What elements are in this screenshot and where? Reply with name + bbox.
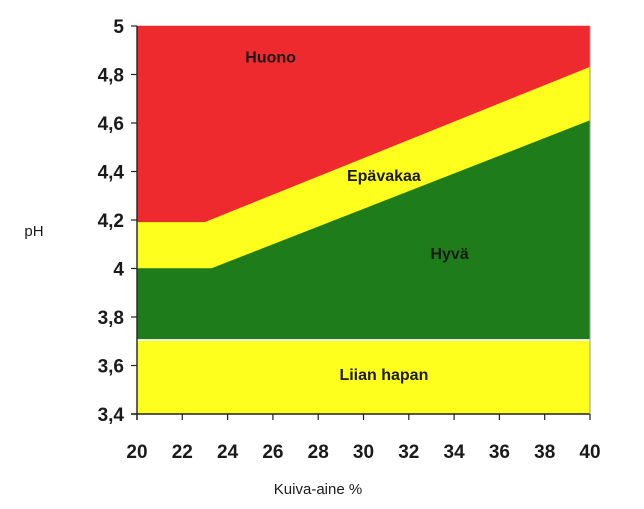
x-tick-label: 22 [172, 442, 193, 463]
x-tick-label: 28 [308, 442, 329, 463]
x-tick-label: 24 [217, 442, 239, 463]
x-axis-title: Kuiva-aine % [274, 481, 362, 498]
x-tick-label: 32 [398, 442, 419, 463]
y-tick-label: 3,4 [98, 405, 125, 426]
y-tick-label: 3,6 [98, 357, 124, 378]
zone-label-huono: Huono [245, 49, 296, 66]
x-tick-label: 34 [444, 442, 466, 463]
zone-labels: Huono Epävakaa Hyvä Liian hapan [245, 49, 469, 384]
y-axis-title: pH [24, 223, 43, 240]
zone-label-liian-hapan: Liian hapan [339, 367, 428, 384]
y-tick-label: 4 [113, 260, 124, 281]
chart-axes [131, 25, 591, 420]
y-tick-label: 4,4 [98, 163, 125, 184]
y-tick-label: 4,8 [98, 66, 124, 87]
y-tick-label: 3,8 [98, 308, 124, 329]
x-tick-label: 20 [126, 442, 147, 463]
x-tick-label: 30 [353, 442, 374, 463]
x-tick-label: 36 [489, 442, 510, 463]
y-tick-label: 4,2 [98, 211, 124, 232]
chart-zones [136, 25, 591, 415]
y-tick-label: 5 [113, 17, 124, 38]
zone-label-hyva: Hyvä [430, 246, 468, 263]
x-tick-label: 26 [262, 442, 283, 463]
x-tick-labels: 20 22 24 26 28 30 32 34 36 38 40 [126, 442, 600, 463]
x-tick-label: 40 [579, 442, 600, 463]
y-tick-labels: 3,4 3,6 3,8 4 4,2 4,4 4,6 4,8 5 [98, 17, 125, 426]
y-tick-label: 4,6 [98, 114, 124, 135]
zone-label-epavakaa: Epävakaa [347, 168, 421, 185]
x-tick-label: 38 [534, 442, 555, 463]
